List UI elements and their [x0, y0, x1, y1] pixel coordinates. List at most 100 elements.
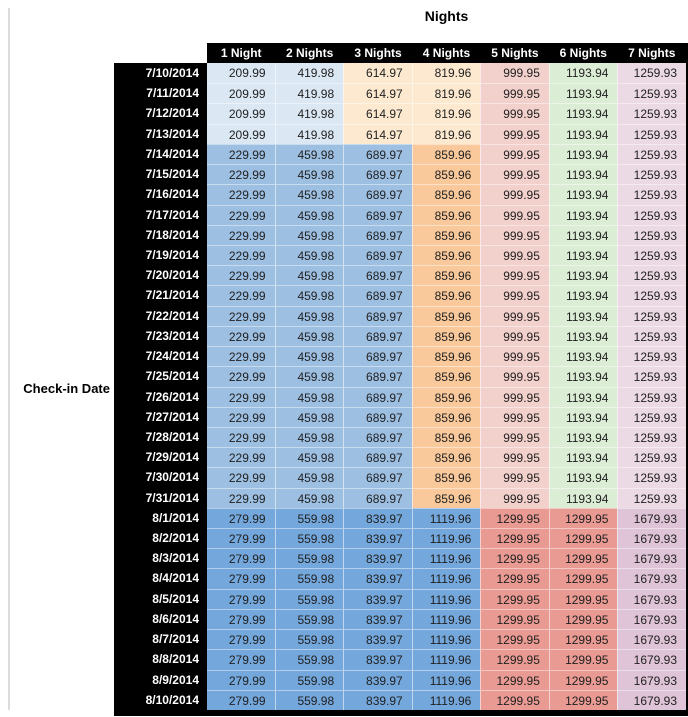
price-cell: 1259.93 [617, 447, 687, 468]
price-cell: 819.96 [411, 123, 481, 144]
row-axis-title: Check-in Date [23, 381, 110, 396]
price-cell: 839.97 [343, 548, 412, 569]
price-cell: 459.98 [274, 366, 344, 387]
price-cell: 1679.93 [617, 608, 687, 630]
price-cell: 999.95 [480, 406, 549, 427]
table-row: 7/23/2014 229.99 459.98 689.97 859.96 999.95 1… [114, 325, 687, 347]
table-row: 7/13/2014 209.99 419.98 614.97 819.96 999.95 1… [114, 123, 687, 144]
price-cell: 459.98 [274, 325, 344, 347]
price-cell: 279.99 [207, 669, 275, 690]
price-cell: 614.97 [343, 83, 412, 104]
price-cell: 459.98 [274, 265, 344, 286]
price-cell: 459.98 [274, 143, 344, 165]
table-header-row: 1 Night 2 Nights 3 Nights 4 Nights 5 Nights 6… [207, 43, 686, 63]
price-cell: 859.96 [411, 366, 481, 387]
column-header: 5 Nights [491, 46, 539, 60]
price-cell: 559.98 [274, 649, 344, 670]
price-cell: 999.95 [480, 325, 549, 347]
price-cell: 229.99 [207, 386, 275, 407]
price-cell: 839.97 [343, 568, 412, 589]
price-cell: 459.98 [274, 204, 344, 225]
price-cell: 459.98 [274, 244, 344, 266]
price-cell: 559.98 [274, 629, 344, 650]
table-body: 7/10/2014 209.99 419.98 614.97 819.96 999.95 1… [114, 63, 687, 710]
row-date-label: 7/13/2014 [114, 123, 207, 144]
table-row: 7/26/2014 229.99 459.98 689.97 859.96 999.95 1… [114, 386, 687, 407]
price-cell: 279.99 [207, 608, 275, 630]
row-date-label: 7/11/2014 [114, 83, 207, 104]
price-cell: 689.97 [343, 244, 412, 266]
row-date-label: 7/21/2014 [114, 285, 207, 306]
price-cell: 859.96 [411, 285, 481, 306]
column-axis-title: Nights [424, 8, 469, 24]
price-cell: 839.97 [343, 608, 412, 630]
column-header: 2 Nights [285, 46, 334, 60]
row-date-label: 7/22/2014 [114, 305, 207, 326]
price-cell: 559.98 [274, 507, 344, 529]
table-row: 8/7/2014 279.99 559.98 839.97 1119.96 1299.95… [114, 629, 687, 650]
price-cell: 999.95 [480, 487, 549, 508]
price-cell: 419.98 [274, 103, 344, 124]
price-cell: 1299.95 [480, 629, 549, 650]
row-date-label: 7/10/2014 [114, 63, 207, 84]
price-cell: 859.96 [411, 487, 481, 508]
price-cell: 1299.95 [548, 548, 618, 569]
row-date-label: 7/17/2014 [114, 204, 207, 225]
price-cell: 689.97 [343, 447, 412, 468]
price-cell: 1193.94 [548, 325, 618, 347]
price-cell: 1299.95 [548, 528, 618, 549]
row-date-label: 8/6/2014 [114, 608, 207, 630]
price-cell: 1193.94 [548, 346, 618, 367]
price-cell: 459.98 [274, 305, 344, 326]
price-cell: 839.97 [343, 689, 412, 710]
price-cell: 999.95 [480, 305, 549, 326]
price-cell: 689.97 [343, 143, 412, 165]
price-cell: 999.95 [480, 366, 549, 387]
price-cell: 689.97 [343, 406, 412, 427]
row-date-label: 7/12/2014 [114, 103, 207, 124]
price-cell: 279.99 [207, 507, 275, 529]
price-cell: 1299.95 [480, 689, 549, 710]
price-cell: 1299.95 [480, 608, 549, 630]
price-cell: 229.99 [207, 447, 275, 468]
price-cell: 614.97 [343, 63, 412, 84]
table-row: 7/30/2014 229.99 459.98 689.97 859.96 999.95 1… [114, 467, 687, 488]
price-cell: 1193.94 [548, 184, 618, 205]
price-cell: 999.95 [480, 426, 549, 448]
price-cell: 1259.93 [617, 325, 687, 347]
price-cell: 859.96 [411, 467, 481, 488]
price-cell: 459.98 [274, 184, 344, 205]
price-cell: 229.99 [207, 346, 275, 367]
row-date-label: 7/16/2014 [114, 184, 207, 205]
price-cell: 689.97 [343, 386, 412, 407]
rate-table: 1 Night 2 Nights 3 Nights 4 Nights 5 Nights 6… [114, 43, 688, 716]
row-date-label: 7/19/2014 [114, 244, 207, 266]
column-header: 1 Night [220, 46, 262, 60]
price-cell: 1299.95 [548, 669, 618, 690]
price-cell: 1119.96 [411, 669, 481, 690]
price-cell: 419.98 [274, 83, 344, 104]
price-cell: 1119.96 [411, 588, 481, 609]
price-cell: 229.99 [207, 467, 275, 488]
price-cell: 689.97 [343, 467, 412, 488]
price-cell: 1259.93 [617, 426, 687, 448]
price-cell: 279.99 [207, 588, 275, 609]
price-cell: 1299.95 [480, 507, 549, 529]
price-cell: 859.96 [411, 224, 481, 245]
price-cell: 1193.94 [548, 447, 618, 468]
price-cell: 1193.94 [548, 244, 618, 266]
price-cell: 859.96 [411, 164, 481, 185]
price-cell: 689.97 [343, 224, 412, 245]
price-cell: 229.99 [207, 224, 275, 245]
price-cell: 819.96 [411, 83, 481, 104]
row-date-label: 8/5/2014 [114, 588, 207, 609]
price-cell: 1299.95 [480, 568, 549, 589]
column-header: 4 Nights [422, 46, 471, 60]
price-cell: 859.96 [411, 426, 481, 448]
table-row: 8/1/2014 279.99 559.98 839.97 1119.96 1299.95… [114, 507, 687, 529]
price-cell: 1679.93 [617, 689, 687, 710]
price-cell: 689.97 [343, 305, 412, 326]
price-cell: 1299.95 [548, 649, 618, 670]
price-cell: 689.97 [343, 184, 412, 205]
price-cell: 1259.93 [617, 244, 687, 266]
